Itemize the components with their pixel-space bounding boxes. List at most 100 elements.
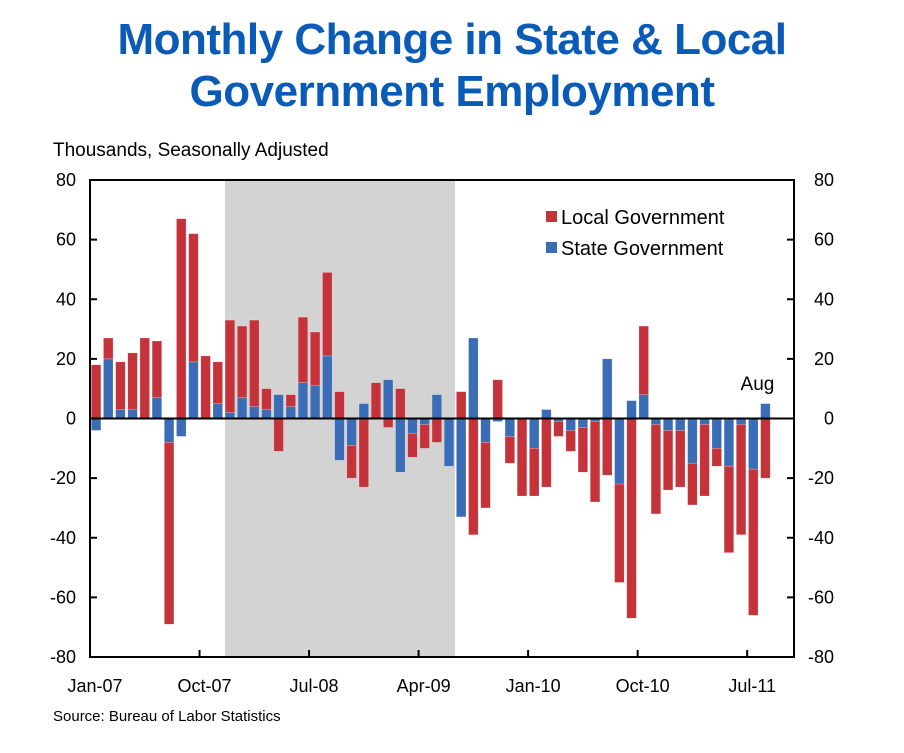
local-bar-Jan-07 bbox=[90, 364, 102, 419]
state-bar-Jun-09 bbox=[443, 418, 455, 467]
state-bar-Feb-07 bbox=[103, 358, 114, 419]
state-bar-Mar-08 bbox=[261, 409, 272, 419]
local-bar-Jun-11 bbox=[735, 424, 747, 536]
state-bar-Jul-11 bbox=[748, 418, 759, 470]
state-bar-Jan-09 bbox=[383, 379, 394, 419]
y-tick-label-right: 0 bbox=[824, 409, 834, 429]
x-tick-label: Jul-11 bbox=[728, 676, 776, 696]
local-bar-Dec-08 bbox=[370, 382, 382, 419]
local-bar-Jun-10 bbox=[589, 421, 601, 503]
local-bar-Aug-07 bbox=[176, 218, 187, 419]
legend-label-state: State Government bbox=[561, 238, 724, 260]
local-bar-Oct-09 bbox=[492, 379, 503, 419]
local-bar-Jun-08 bbox=[297, 316, 309, 384]
local-bar-Oct-07 bbox=[200, 355, 211, 419]
y-tick-label-left: 60 bbox=[56, 230, 76, 250]
legend-swatch-local bbox=[546, 211, 557, 222]
y-tick-label-left: 0 bbox=[66, 409, 76, 429]
local-bar-Jul-10 bbox=[602, 418, 613, 476]
local-bar-Aug-09 bbox=[468, 418, 479, 536]
y-tick-label-right: -20 bbox=[808, 468, 834, 488]
state-bar-May-11 bbox=[723, 418, 735, 467]
local-bar-Apr-11 bbox=[711, 448, 722, 467]
local-bar-Aug-10 bbox=[614, 483, 625, 583]
chart-title-line-2: Government Employment bbox=[189, 67, 715, 116]
state-bar-Jul-07 bbox=[164, 418, 175, 443]
chart-title: Monthly Change in State & Local Governme… bbox=[0, 14, 904, 118]
local-bar-Jul-08 bbox=[310, 331, 321, 387]
chart-title-line-1: Monthly Change in State & Local bbox=[117, 15, 788, 64]
state-bar-Jan-07 bbox=[90, 418, 102, 431]
x-tick-label: Jan-07 bbox=[67, 676, 122, 696]
state-bar-Oct-10 bbox=[638, 394, 649, 419]
state-bar-Sep-08 bbox=[334, 418, 345, 461]
y-axis-units-label: Thousands, Seasonally Adjusted bbox=[53, 140, 329, 161]
y-tick-label-left: -40 bbox=[50, 528, 76, 548]
legend: Local Government State Government bbox=[546, 207, 725, 260]
state-bar-Nov-09 bbox=[504, 418, 515, 437]
local-bar-May-08 bbox=[285, 394, 296, 407]
state-bar-May-10 bbox=[577, 418, 588, 428]
local-bar-Jan-11 bbox=[675, 430, 686, 488]
annotation-aug: Aug bbox=[741, 374, 775, 395]
local-bar-Oct-08 bbox=[346, 445, 357, 479]
local-bar-May-07 bbox=[139, 337, 150, 419]
y-tick-label-right: -60 bbox=[808, 587, 834, 607]
local-bar-Aug-08 bbox=[322, 272, 333, 357]
state-bar-Mar-09 bbox=[407, 418, 418, 434]
local-bar-Nov-07 bbox=[212, 361, 223, 404]
local-bar-Feb-11 bbox=[687, 462, 698, 506]
local-bar-Feb-08 bbox=[249, 319, 260, 407]
local-bar-Mar-08 bbox=[261, 388, 272, 410]
local-bar-Mar-09 bbox=[407, 433, 418, 458]
state-bar-Sep-10 bbox=[626, 400, 637, 419]
local-bar-Nov-09 bbox=[504, 436, 515, 464]
state-bar-Aug-09 bbox=[468, 337, 479, 419]
local-bar-Sep-07 bbox=[188, 233, 199, 363]
y-tick-label-right: 80 bbox=[814, 170, 834, 190]
local-bar-Apr-07 bbox=[127, 352, 138, 410]
local-bar-Apr-09 bbox=[419, 424, 430, 449]
local-bar-Sep-08 bbox=[334, 391, 345, 419]
state-bar-Feb-08 bbox=[249, 406, 260, 419]
local-bar-Jan-10 bbox=[529, 448, 540, 497]
x-tick-label: Jan-10 bbox=[506, 676, 561, 696]
local-bar-Mar-10 bbox=[553, 421, 564, 437]
state-bar-Apr-10 bbox=[565, 418, 576, 431]
state-bar-Jan-11 bbox=[675, 418, 686, 431]
state-bar-Jul-10 bbox=[602, 358, 613, 419]
state-bar-Nov-07 bbox=[212, 403, 223, 419]
local-bar-Jun-07 bbox=[151, 340, 163, 398]
local-bar-Sep-10 bbox=[626, 418, 637, 619]
state-bar-Nov-08 bbox=[358, 403, 369, 419]
state-bar-Apr-08 bbox=[273, 394, 284, 419]
state-bar-Oct-08 bbox=[346, 418, 357, 446]
y-tick-label-left: -20 bbox=[50, 468, 76, 488]
local-bar-Jul-07 bbox=[164, 442, 175, 625]
local-bar-Jan-08 bbox=[237, 325, 248, 398]
state-bar-Dec-10 bbox=[662, 418, 674, 431]
state-bar-Feb-11 bbox=[687, 418, 698, 464]
state-bar-Aug-08 bbox=[322, 355, 333, 419]
state-bar-Jan-10 bbox=[529, 418, 540, 449]
state-bar-Apr-11 bbox=[711, 418, 722, 449]
state-bar-Jun-08 bbox=[297, 382, 309, 419]
state-bar-Aug-07 bbox=[176, 418, 187, 437]
state-bar-Feb-10 bbox=[541, 409, 552, 419]
y-tick-label-right: 40 bbox=[814, 289, 834, 309]
x-tick-label: Apr-09 bbox=[397, 676, 451, 696]
state-bar-Jul-08 bbox=[310, 385, 321, 419]
local-bar-Dec-07 bbox=[224, 319, 236, 413]
local-bar-May-10 bbox=[577, 427, 588, 473]
y-tick-label-left: -80 bbox=[50, 647, 76, 667]
state-bar-Mar-07 bbox=[115, 409, 126, 419]
state-bar-May-09 bbox=[431, 394, 442, 419]
y-tick-label-left: 20 bbox=[56, 349, 76, 369]
y-tick-label-right: -80 bbox=[808, 647, 834, 667]
local-bar-Dec-09 bbox=[516, 418, 528, 497]
local-bar-Feb-09 bbox=[395, 388, 406, 419]
y-tick-label-right: 60 bbox=[814, 230, 834, 250]
local-bar-Nov-08 bbox=[358, 418, 369, 488]
local-bar-May-11 bbox=[723, 465, 735, 553]
